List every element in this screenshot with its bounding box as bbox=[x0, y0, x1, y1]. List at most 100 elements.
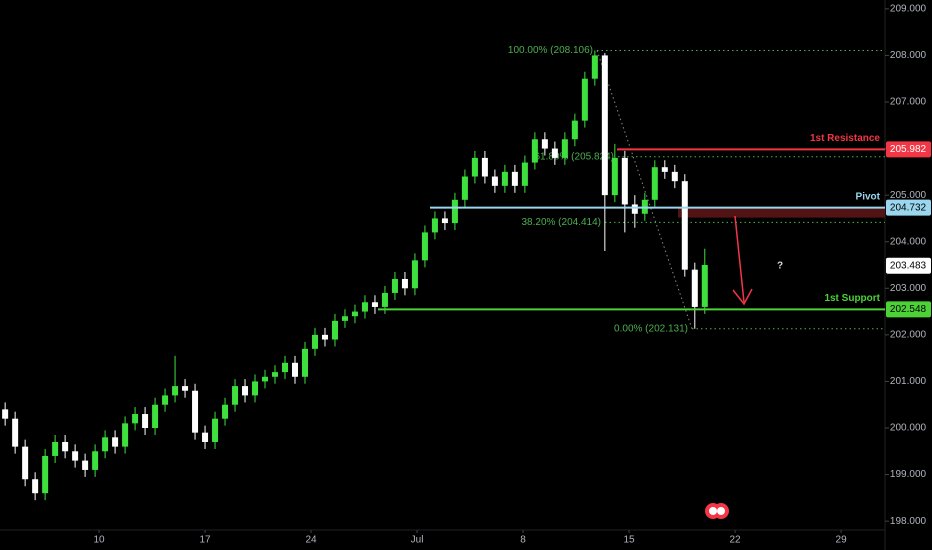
candle-body bbox=[371, 302, 378, 307]
candle-body bbox=[541, 139, 548, 149]
pivot-zone bbox=[678, 207, 885, 218]
candle-body bbox=[282, 362, 289, 373]
candle-body bbox=[411, 260, 418, 289]
price-tag bbox=[886, 199, 931, 216]
candle-body bbox=[52, 441, 59, 456]
last-price-tag bbox=[886, 257, 931, 274]
arrow-head bbox=[732, 288, 753, 306]
y-tick-label: 207.000 bbox=[890, 97, 927, 108]
candle-body bbox=[431, 218, 438, 233]
candle-body bbox=[511, 171, 518, 186]
candle-body bbox=[311, 334, 318, 349]
level-label: 1st Support bbox=[824, 293, 880, 304]
candle-body bbox=[92, 451, 99, 470]
candle-body bbox=[351, 311, 358, 317]
candle-body bbox=[461, 176, 468, 200]
level-label: Pivot bbox=[856, 191, 881, 202]
candle-body bbox=[621, 157, 628, 205]
x-tick-label: 24 bbox=[305, 535, 317, 546]
candle-body bbox=[551, 148, 558, 158]
candle-body bbox=[262, 376, 269, 382]
x-tick-label: 22 bbox=[730, 535, 742, 546]
y-tick-label: 202.000 bbox=[890, 330, 927, 341]
price-tag-label: 204.732 bbox=[890, 202, 927, 213]
candle-body bbox=[42, 455, 49, 494]
y-tick-label: 199.000 bbox=[890, 469, 927, 480]
arrow-shaft bbox=[734, 215, 745, 303]
candle-body bbox=[162, 395, 169, 405]
candle-body bbox=[481, 157, 488, 177]
y-tick-label: 205.000 bbox=[890, 190, 927, 201]
candle-body bbox=[521, 162, 528, 186]
price-tag bbox=[886, 141, 931, 158]
candle-body bbox=[192, 390, 199, 433]
candle-body bbox=[701, 265, 708, 307]
price-tag-label: 202.548 bbox=[890, 304, 927, 315]
candle-body bbox=[451, 199, 458, 224]
fib-label: 100.00% (208.106) bbox=[508, 45, 593, 56]
candle-body bbox=[581, 78, 588, 121]
annotation: ? bbox=[777, 261, 783, 272]
candle-body bbox=[152, 404, 159, 429]
level-label: 1st Resistance bbox=[810, 133, 880, 144]
y-tick-label: 209.000 bbox=[890, 3, 927, 14]
candle-body bbox=[561, 139, 568, 158]
candle-body bbox=[401, 278, 408, 289]
candle-body bbox=[22, 446, 29, 480]
candle-body bbox=[112, 437, 119, 447]
candle-body bbox=[651, 167, 658, 200]
candle-body bbox=[321, 334, 328, 340]
candle-body bbox=[341, 316, 348, 321]
candle-body bbox=[331, 320, 338, 340]
x-tick-label: 17 bbox=[199, 535, 211, 546]
candle-body bbox=[32, 479, 39, 494]
y-tick-label: 198.000 bbox=[890, 516, 927, 527]
candle-body bbox=[292, 362, 298, 377]
candle-body bbox=[381, 292, 388, 307]
candle-body bbox=[182, 386, 189, 391]
fib-label: 0.00% (202.131) bbox=[614, 323, 688, 334]
y-tick-label: 204.000 bbox=[890, 236, 927, 247]
candle-body bbox=[142, 414, 149, 429]
x-tick-label: 15 bbox=[624, 535, 636, 546]
candle-body bbox=[391, 278, 398, 293]
candle-body bbox=[172, 386, 179, 396]
candle-body bbox=[132, 414, 139, 424]
candle-body bbox=[491, 176, 498, 186]
candle-body bbox=[2, 409, 9, 419]
y-tick-label: 201.000 bbox=[890, 376, 927, 387]
candle-body bbox=[232, 386, 239, 405]
candle-body bbox=[601, 55, 608, 196]
fib-label: 61.80% (205.824) bbox=[534, 151, 614, 162]
last-price-label: 203.483 bbox=[890, 260, 927, 271]
candle-body bbox=[252, 381, 259, 396]
candle-body bbox=[12, 418, 19, 447]
candle-body bbox=[421, 232, 428, 261]
y-tick-label: 200.000 bbox=[890, 423, 927, 434]
candle-body bbox=[202, 432, 209, 442]
y-tick-label: 203.000 bbox=[890, 283, 927, 294]
candle-body bbox=[361, 302, 368, 312]
candle-body bbox=[471, 157, 478, 177]
x-tick-label: 10 bbox=[93, 535, 105, 546]
candle-body bbox=[441, 218, 448, 224]
candle-body bbox=[301, 348, 308, 377]
candle-body bbox=[222, 404, 229, 419]
candle-body bbox=[102, 437, 109, 452]
candle-body bbox=[122, 423, 129, 447]
x-tick-label: 8 bbox=[520, 535, 526, 546]
candle-body bbox=[671, 171, 678, 182]
x-tick-label: Jul bbox=[411, 535, 424, 546]
y-tick-label: 208.000 bbox=[890, 50, 927, 61]
candle-body bbox=[62, 441, 69, 452]
price-tag bbox=[886, 301, 931, 318]
fib-label: 38.20% (204.414) bbox=[521, 217, 601, 228]
candle-body bbox=[501, 171, 508, 186]
logo bbox=[705, 503, 729, 519]
candle-body bbox=[531, 139, 538, 163]
candle-body bbox=[691, 269, 698, 307]
candle-body bbox=[661, 167, 668, 172]
candle-body bbox=[611, 157, 618, 196]
candle-body bbox=[272, 372, 279, 377]
